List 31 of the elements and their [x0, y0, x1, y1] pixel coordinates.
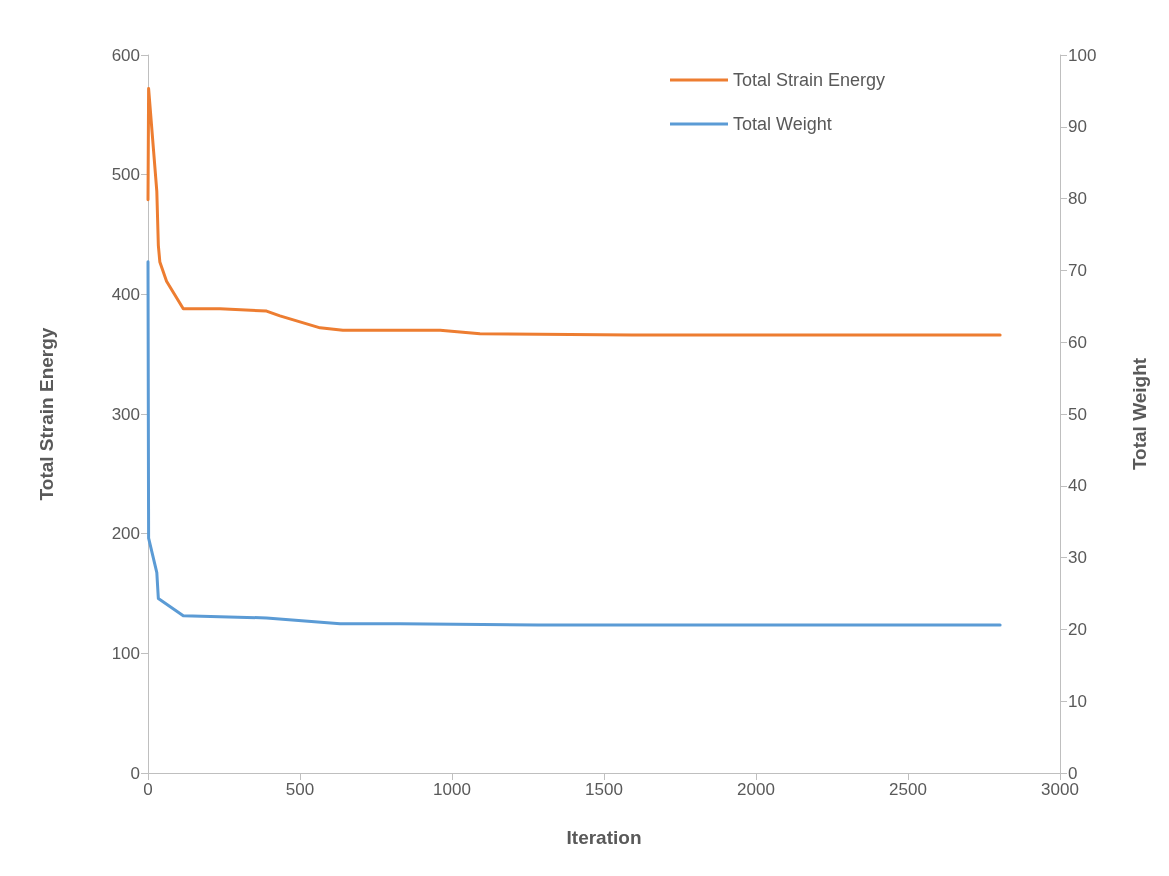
x-tick-label: 2000: [737, 780, 775, 799]
x-tick-label: 1000: [433, 780, 471, 799]
y2-tick-label: 100: [1068, 45, 1097, 65]
y2-axis-title: Total Weight: [1129, 357, 1150, 471]
y2-tick-label: 40: [1068, 476, 1087, 496]
y2-tick-label: 60: [1068, 332, 1087, 352]
y-tick-label: 500: [111, 165, 140, 185]
x-tick-label: 500: [285, 780, 315, 799]
y-axis-title: Total Strain Energy: [36, 327, 57, 501]
legend-label: Total Strain Energy: [733, 70, 886, 90]
y-tick-label: 0: [130, 763, 140, 783]
y-tick-label: 300: [111, 404, 140, 424]
y2-tick-label: 30: [1068, 548, 1087, 568]
x-tick-label: 0: [143, 780, 153, 799]
y2-tick-label: 80: [1068, 189, 1087, 209]
x-tick-label: 3000: [1041, 780, 1079, 799]
x-tick-label: 2500: [889, 780, 927, 799]
y2-tick-label: 70: [1068, 260, 1087, 280]
line-series: [146, 260, 1002, 627]
legend-label: Total Weight: [733, 114, 832, 134]
y2-tick-label: 90: [1068, 117, 1087, 137]
y2-tick-label: 10: [1068, 691, 1087, 711]
x-tick-label: 1500: [585, 780, 623, 799]
y-tick-label: 100: [111, 643, 140, 663]
y-tick-label: 200: [111, 524, 140, 544]
x-axis-title: Iteration: [566, 827, 642, 848]
y2-tick-label: 0: [1068, 763, 1078, 783]
y-tick-label: 600: [111, 45, 140, 65]
y2-tick-label: 20: [1068, 619, 1087, 639]
y-tick-label: 400: [111, 284, 140, 304]
y2-tick-label: 50: [1068, 404, 1087, 424]
